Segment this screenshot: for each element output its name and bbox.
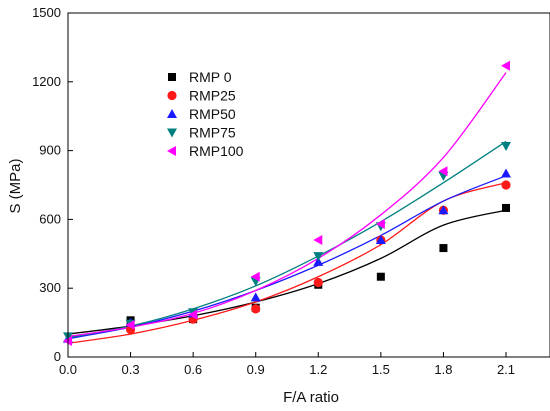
point-rmp50 [501, 168, 511, 178]
point-rmp100 [125, 319, 135, 330]
plot-frame [67, 12, 550, 358]
x-tick-label: 1.5 [372, 362, 390, 377]
legend-marker-rmp50 [167, 109, 177, 118]
point-rmp100 [250, 271, 260, 282]
fit-line-rmp100 [67, 72, 507, 338]
point-rmp100 [501, 60, 510, 71]
legend-label-rmp75: RMP75 [189, 125, 236, 141]
y-tick-label: 1200 [32, 74, 61, 89]
fit-line-rmp50 [67, 175, 507, 340]
x-tick-label: 2.1 [497, 362, 515, 377]
legend-marker-rmp0 [168, 73, 176, 81]
x-tick-label: 0.3 [122, 362, 140, 377]
legend-label-rmp25: RMP25 [189, 88, 236, 104]
point-rmp100 [438, 166, 448, 177]
y-axis-title: S (MPa) [7, 158, 24, 213]
x-axis-title: F/A ratio [283, 389, 339, 406]
x-tick-label: 0.6 [184, 362, 202, 377]
x-tick-label: 0.0 [59, 362, 77, 377]
point-rmp100 [313, 235, 323, 246]
point-rmp50 [313, 256, 324, 266]
legend-marker-rmp75 [167, 128, 177, 138]
data-markers [63, 60, 511, 346]
point-rmp25 [501, 180, 511, 190]
y-tick-label: 900 [39, 143, 61, 158]
fit-lines [67, 72, 507, 344]
point-rmp100 [188, 309, 198, 320]
y-tick-label: 0 [54, 349, 61, 364]
point-rmp75 [501, 142, 511, 152]
ticks: 0.00.30.60.91.21.51.82.12.40300600900120… [32, 5, 515, 377]
point-rmp25 [251, 304, 261, 314]
point-rmp0 [376, 272, 385, 281]
point-rmp75 [313, 252, 324, 262]
point-rmp50 [438, 205, 449, 215]
point-rmp0 [439, 244, 448, 253]
legend-label-rmp0: RMP 0 [189, 69, 232, 85]
point-rmp50 [375, 235, 386, 245]
legend: RMP 0 RMP25 RMP50 RMP75 RMP100 [167, 69, 244, 159]
axes [67, 12, 550, 358]
y-tick-label: 300 [39, 280, 61, 295]
point-rmp50 [250, 292, 261, 302]
legend-marker-rmp25 [167, 90, 177, 101]
x-tick-label: 1.8 [434, 362, 452, 377]
y-tick-label: 600 [39, 211, 61, 226]
x-tick-label: 1.2 [309, 362, 327, 377]
legend-marker-rmp100 [167, 146, 176, 156]
point-rmp100 [375, 218, 385, 229]
point-rmp0 [502, 203, 510, 212]
x-tick-label: 0.9 [247, 362, 265, 377]
legend-label-rmp100: RMP100 [189, 143, 244, 159]
y-tick-label: 1500 [32, 5, 61, 20]
point-rmp25 [313, 277, 323, 288]
fit-line-rmp75 [67, 140, 507, 339]
legend-label-rmp50: RMP50 [189, 106, 236, 122]
